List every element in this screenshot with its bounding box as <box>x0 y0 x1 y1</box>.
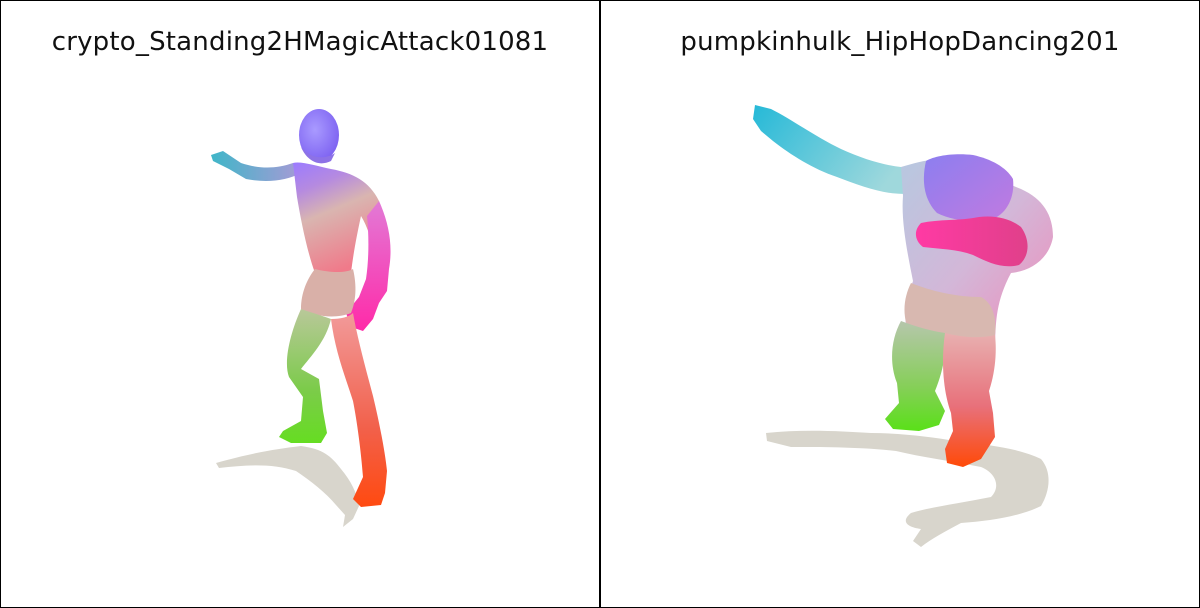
right-panel: pumpkinhulk_HipHopDancing201 <box>601 1 1199 607</box>
left-panel: crypto_Standing2HMagicAttack01081 <box>1 1 599 607</box>
left-shadow <box>216 446 359 527</box>
right-mesh-render <box>753 105 1053 547</box>
right-shadow <box>766 430 1049 547</box>
right-panel-title: pumpkinhulk_HipHopDancing201 <box>680 27 1120 57</box>
panel-divider <box>599 0 601 608</box>
left-mesh-render <box>211 109 391 527</box>
left-panel-title: crypto_Standing2HMagicAttack01081 <box>51 27 549 57</box>
